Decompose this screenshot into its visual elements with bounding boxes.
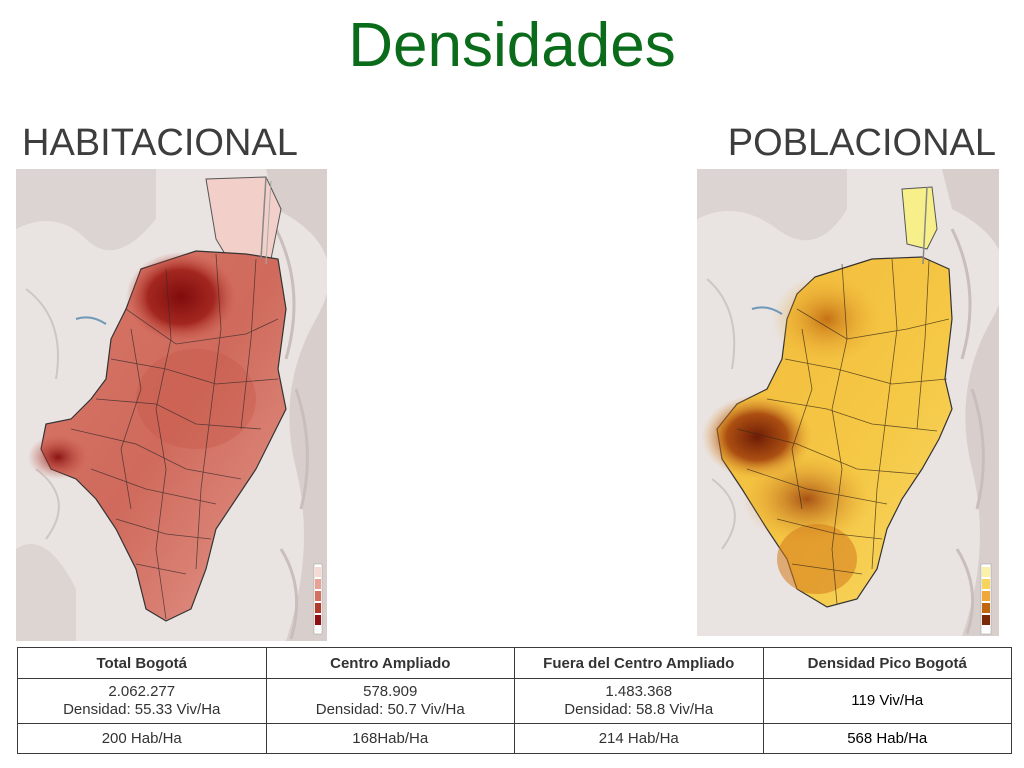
cell-centro-viviendas: 578.909 Densidad: 50.7 Viv/Ha [265,678,515,724]
habitacional-density-map [16,169,327,641]
poblacional-heading: POBLACIONAL [727,122,996,164]
cell-value: 2.062.277 [108,683,176,700]
cell-value: 119 Viv/Ha [851,692,924,709]
density-stats-table: Total Bogotá Centro Ampliado Fuera del C… [17,647,1012,754]
habitacional-heading: HABITACIONAL [22,122,298,164]
table-row-viviendas: 2.062.277 Densidad: 55.33 Viv/Ha 578.909… [17,678,1012,724]
header-total-bogota: Total Bogotá [17,647,267,679]
cell-fuera-habitantes: 214 Hab/Ha [514,723,764,754]
cell-pico-habitantes: 568 Hab/Ha [762,723,1012,754]
cell-fuera-viviendas: 1.483.368 Densidad: 58.8 Viv/Ha [514,678,764,724]
header-densidad-pico: Densidad Pico Bogotá [762,647,1012,679]
cell-total-viviendas: 2.062.277 Densidad: 55.33 Viv/Ha [17,678,267,724]
cell-total-habitantes: 200 Hab/Ha [17,723,267,754]
cell-centro-habitantes: 168Hab/Ha [265,723,515,754]
cell-density: Densidad: 50.7 Viv/Ha [315,701,465,718]
cell-value: 1.483.368 [605,683,673,700]
poblacional-density-map [697,169,999,636]
cell-value: 578.909 [363,683,418,700]
header-centro-ampliado: Centro Ampliado [265,647,515,679]
table-header-row: Total Bogotá Centro Ampliado Fuera del C… [17,647,1012,679]
cell-density: Densidad: 58.8 Viv/Ha [564,701,714,718]
cell-pico-viviendas: 119 Viv/Ha [762,678,1012,724]
header-fuera-centro-ampliado: Fuera del Centro Ampliado [514,647,764,679]
cell-density: Densidad: 55.33 Viv/Ha [63,701,221,718]
slide-title: Densidades [348,11,676,80]
table-row-habitantes: 200 Hab/Ha 168Hab/Ha 214 Hab/Ha 568 Hab/… [17,723,1012,754]
